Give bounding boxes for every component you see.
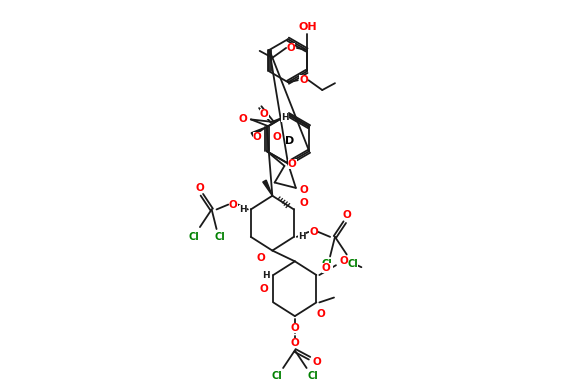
Text: O: O <box>287 43 295 53</box>
Text: O: O <box>260 109 268 119</box>
Text: D: D <box>285 136 294 146</box>
Text: Cl: Cl <box>214 232 225 242</box>
Text: O: O <box>339 256 348 266</box>
Text: H: H <box>281 113 289 122</box>
Text: Cl: Cl <box>322 259 332 269</box>
Text: O: O <box>300 75 308 85</box>
Text: O: O <box>238 114 247 124</box>
Text: Cl: Cl <box>189 232 199 242</box>
Text: O: O <box>317 309 325 319</box>
Text: O: O <box>300 198 308 207</box>
Text: O: O <box>290 337 299 348</box>
Text: O: O <box>259 284 268 294</box>
Text: O: O <box>342 210 351 220</box>
Text: O: O <box>290 323 299 333</box>
Text: O: O <box>272 131 281 141</box>
Text: O: O <box>309 227 318 237</box>
Text: O: O <box>312 357 321 367</box>
Text: O: O <box>229 200 237 209</box>
Text: O: O <box>195 183 204 193</box>
Text: H: H <box>262 271 270 280</box>
Polygon shape <box>251 127 267 136</box>
Text: O: O <box>300 185 308 195</box>
Text: Cl: Cl <box>272 371 283 380</box>
Text: O: O <box>288 159 297 169</box>
Text: H: H <box>239 205 247 214</box>
Text: Cl: Cl <box>347 259 358 269</box>
Polygon shape <box>263 180 272 196</box>
Text: Cl: Cl <box>307 371 318 380</box>
Text: O: O <box>256 253 265 263</box>
Text: OH: OH <box>298 22 317 32</box>
Text: O: O <box>322 263 331 273</box>
Text: O: O <box>253 131 262 141</box>
Text: H: H <box>298 232 305 241</box>
